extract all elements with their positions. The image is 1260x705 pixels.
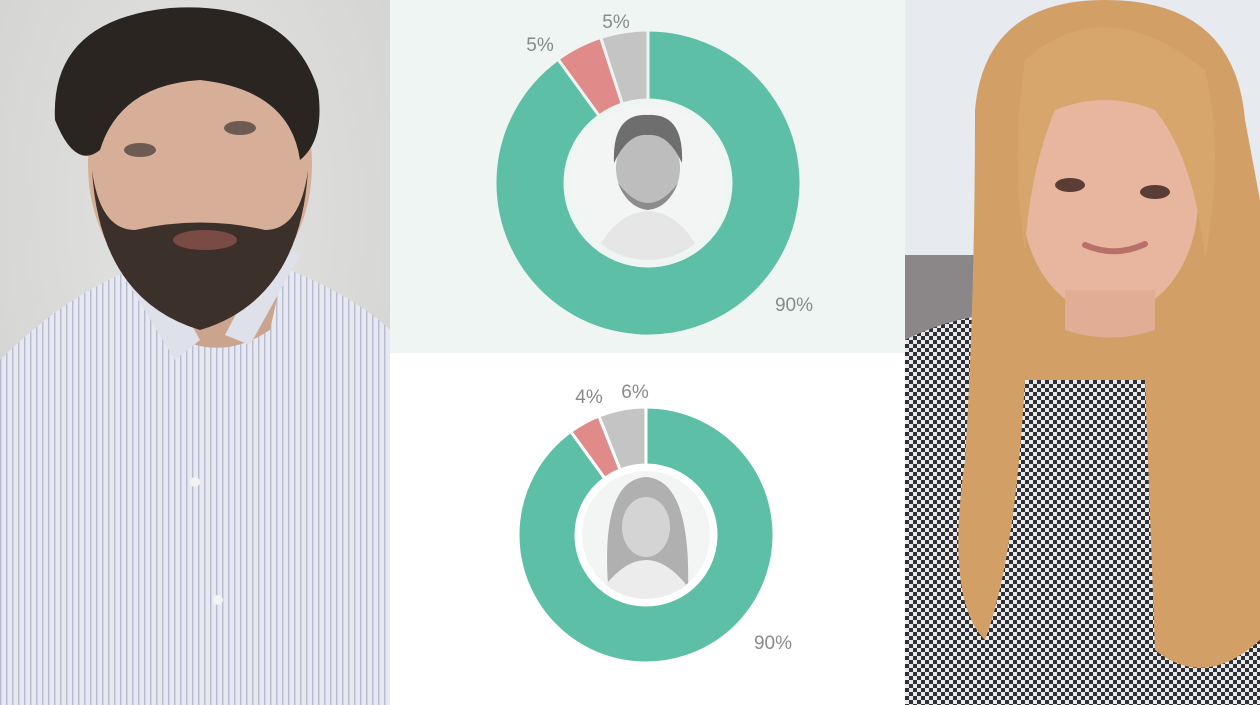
woman-portrait-illustration	[905, 0, 1260, 705]
slice-undecided	[596, 405, 648, 472]
left-portrait-photo	[0, 0, 390, 705]
right-portrait-photo	[905, 0, 1260, 705]
percent-label: 90%	[754, 633, 792, 654]
donut-chart-bottom: 90% 4% 6%	[516, 382, 792, 665]
center-portrait	[582, 471, 710, 599]
man-portrait-illustration	[0, 0, 390, 705]
donut-chart-top: 90% 5% 5%	[493, 12, 813, 338]
percent-label: 5%	[526, 35, 554, 56]
percent-label: 4%	[575, 387, 603, 408]
percent-label: 5%	[602, 12, 630, 33]
slice-undecided	[598, 28, 650, 106]
percent-label: 90%	[775, 295, 813, 316]
slice-favorable	[493, 28, 803, 338]
slice-favorable	[516, 405, 776, 665]
percent-label: 6%	[621, 382, 649, 403]
top-donut-chart-panel: 90% 5% 5%	[390, 0, 905, 353]
center-portrait	[571, 106, 725, 260]
bottom-donut-chart-panel: 90% 4% 6%	[390, 353, 905, 705]
